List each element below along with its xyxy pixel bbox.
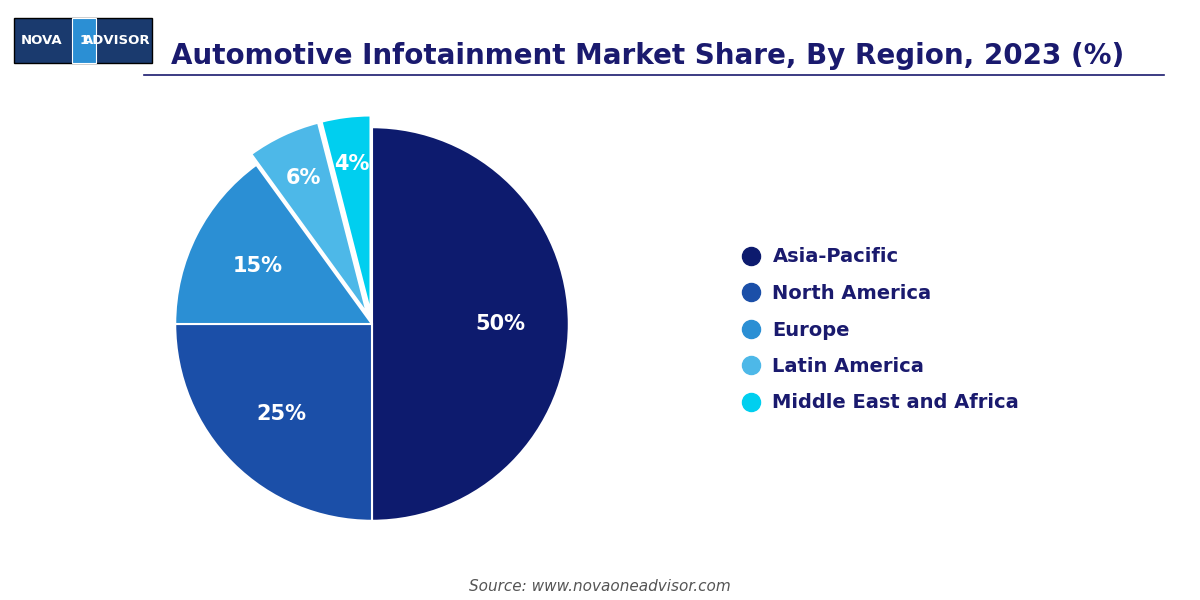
Wedge shape	[175, 165, 372, 324]
Text: 1: 1	[79, 34, 89, 47]
Text: ADVISOR: ADVISOR	[83, 34, 150, 47]
Text: NOVA: NOVA	[22, 34, 62, 47]
Wedge shape	[372, 127, 569, 521]
Legend: Asia-Pacific, North America, Europe, Latin America, Middle East and Africa: Asia-Pacific, North America, Europe, Lat…	[730, 232, 1034, 428]
Text: 50%: 50%	[475, 314, 524, 334]
Text: 4%: 4%	[334, 154, 370, 174]
Text: 15%: 15%	[233, 256, 283, 276]
Text: Source: www.novaoneadvisor.com: Source: www.novaoneadvisor.com	[469, 579, 731, 594]
FancyBboxPatch shape	[72, 18, 96, 63]
Text: 25%: 25%	[257, 404, 306, 424]
Wedge shape	[322, 115, 371, 312]
Text: Automotive Infotainment Market Share, By Region, 2023 (%): Automotive Infotainment Market Share, By…	[172, 42, 1124, 70]
FancyBboxPatch shape	[14, 18, 152, 63]
Wedge shape	[251, 122, 367, 313]
Text: 6%: 6%	[286, 168, 320, 188]
Wedge shape	[175, 324, 372, 521]
